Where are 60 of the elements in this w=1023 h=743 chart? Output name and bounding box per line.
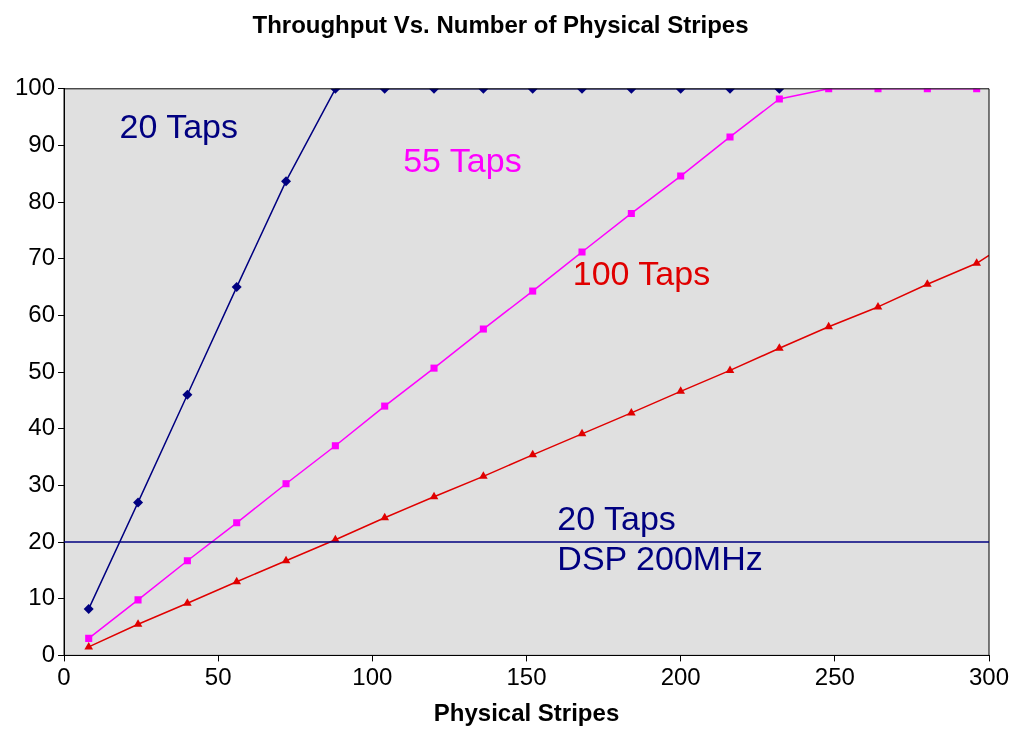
point	[134, 596, 142, 604]
point	[677, 172, 685, 180]
y-tick-label: 70	[28, 243, 56, 271]
x-tick-label: 200	[660, 663, 701, 691]
point	[231, 282, 242, 293]
point	[381, 402, 389, 410]
point	[479, 471, 488, 479]
y-tick-label: 80	[28, 186, 56, 214]
point	[725, 365, 735, 373]
x-tick-label: 250	[814, 663, 855, 691]
point	[85, 634, 93, 642]
x-tick-label: 50	[204, 663, 232, 691]
point	[528, 449, 538, 458]
point	[627, 209, 635, 217]
text: 55 Taps	[403, 140, 522, 179]
y-tick-label: 30	[28, 470, 56, 498]
point	[676, 386, 686, 394]
x-tick-label: 150	[506, 663, 547, 691]
y-tick-label: 0	[41, 640, 56, 668]
point	[972, 258, 981, 266]
point	[429, 491, 439, 500]
x-axis-title: Physical Stripes	[433, 699, 620, 727]
point	[923, 279, 932, 287]
y-tick-label: 90	[28, 130, 56, 158]
point	[84, 641, 94, 650]
x-tick-label: 300	[968, 663, 1010, 691]
point	[775, 343, 784, 351]
y-tick-label: 40	[28, 413, 56, 441]
point	[281, 555, 291, 564]
point	[430, 364, 438, 372]
text: 100 Taps	[572, 254, 711, 293]
point	[380, 512, 390, 521]
point	[775, 95, 783, 103]
point	[183, 598, 192, 606]
point	[281, 176, 292, 187]
point	[529, 287, 537, 295]
point	[232, 576, 242, 585]
point	[183, 557, 191, 565]
y-tick-label: 10	[28, 583, 56, 611]
point	[578, 248, 586, 256]
point	[577, 428, 587, 437]
y-tick-label: 50	[28, 356, 56, 384]
point	[479, 325, 487, 333]
point	[133, 497, 144, 508]
x-tick-label: 100	[352, 663, 393, 691]
point	[282, 480, 290, 488]
point	[83, 603, 94, 614]
point	[233, 519, 241, 527]
chart-title: Throughput Vs. Number of Physical Stripes	[252, 11, 749, 39]
point	[133, 619, 143, 627]
point	[824, 321, 833, 330]
y-tick-label: 20	[28, 526, 56, 554]
point	[627, 407, 636, 416]
point	[182, 389, 193, 400]
ref-line-label: 20 Taps DSP 200MHz	[557, 499, 763, 578]
series-label: 20 Taps	[119, 106, 239, 145]
y-tick-label: 100	[15, 73, 56, 101]
point	[331, 442, 339, 450]
point	[726, 133, 734, 141]
y-tick-label: 60	[28, 300, 56, 328]
